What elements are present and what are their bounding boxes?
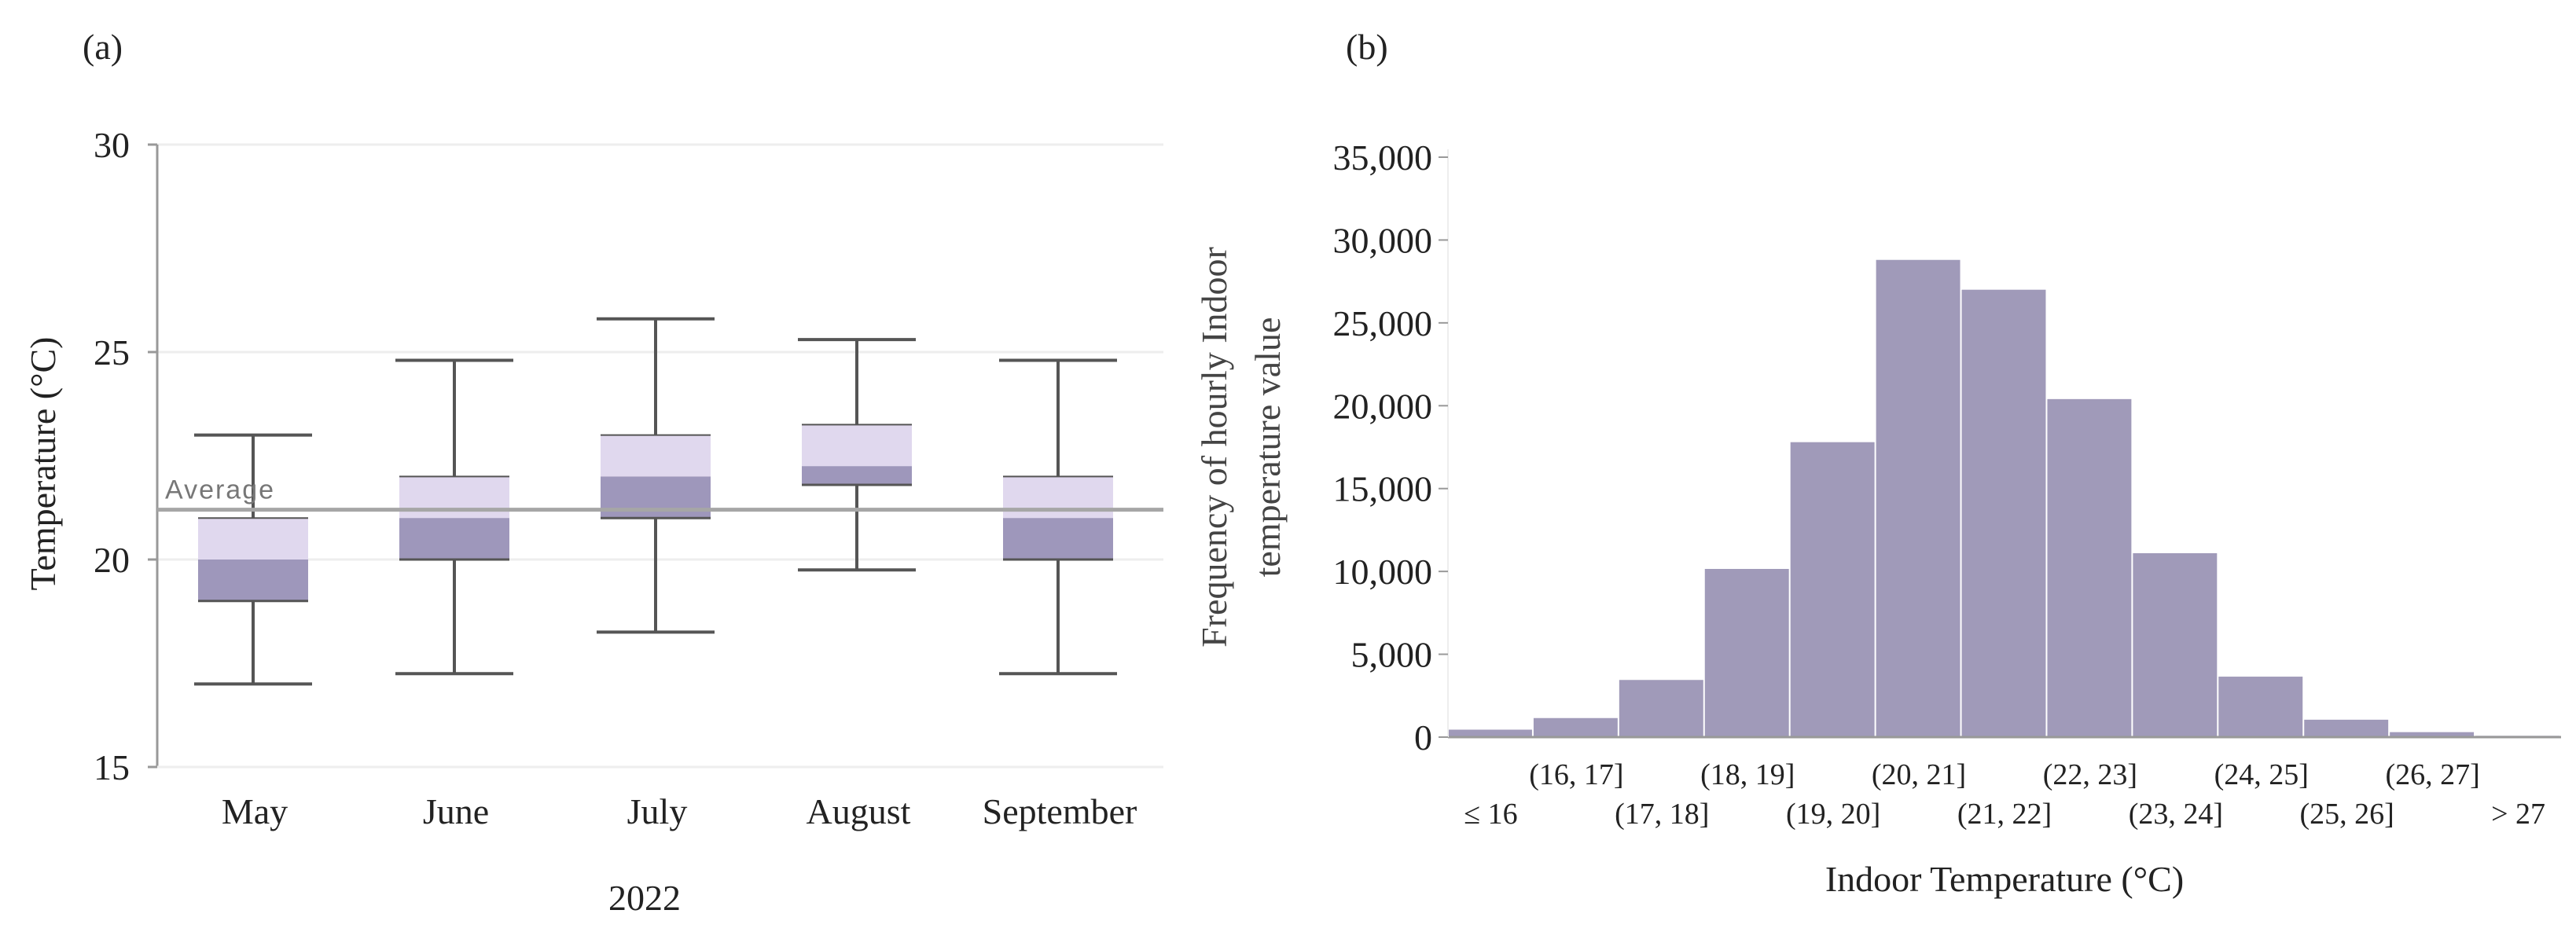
histogram-y-axis-label-line1: Frequency of hourly Indoor — [1194, 247, 1234, 648]
box-upper-half — [601, 435, 711, 477]
panel-b-label: (b) — [1346, 27, 1388, 67]
box-lower-half — [399, 518, 509, 560]
box-upper-half — [802, 424, 912, 467]
histogram-bar-10 — [2304, 719, 2389, 737]
x-tick-label-10: (25, 26] — [2300, 798, 2394, 831]
x-tick-label-august: August — [807, 791, 911, 831]
box-september — [999, 358, 1117, 676]
x-tick-label-july: July — [627, 791, 688, 831]
histogram-bar-9 — [2218, 677, 2303, 737]
y-tick-label-0: 0 — [1414, 717, 1432, 758]
box-lower-half — [601, 476, 711, 519]
x-tick-label-12: > 27 — [2491, 798, 2545, 831]
x-tick-label-4: (19, 20] — [1786, 798, 1880, 831]
box-july — [597, 317, 715, 634]
histogram-y-axis-label-line2: temperature value — [1248, 317, 1288, 578]
y-tick-label-2: 10,000 — [1333, 552, 1433, 592]
box-chart-ticks: 15 20 25 30 May June July August September — [94, 125, 1137, 831]
box-upper-half — [198, 518, 308, 560]
x-tick-label-11: (26, 27] — [2385, 758, 2479, 791]
x-tick-label-june: June — [423, 791, 489, 831]
x-tick-label-0: ≤ 16 — [1464, 798, 1517, 831]
box-chart-y-axis-label: Temperature (°C) — [23, 337, 63, 591]
y-tick-label-3: 15,000 — [1333, 469, 1433, 509]
x-tick-label-9: (24, 25] — [2214, 758, 2309, 791]
y-tick-label-6: 30,000 — [1333, 220, 1433, 260]
y-tick-label-15: 15 — [94, 747, 130, 787]
histogram-bar-0 — [1448, 729, 1532, 737]
y-tick-label-20: 20 — [94, 540, 130, 580]
box-upper-half — [1003, 476, 1113, 519]
x-tick-label-may: May — [222, 791, 288, 831]
histogram-bar-7 — [2047, 398, 2132, 737]
box-may — [194, 433, 312, 686]
y-tick-label-7: 35,000 — [1333, 138, 1433, 178]
average-line-group: Average — [157, 475, 1163, 512]
box-lower-half — [802, 466, 912, 485]
x-tick-label-5: (20, 21] — [1872, 758, 1966, 791]
histogram-bar-1 — [1533, 717, 1618, 737]
histogram-bar-2 — [1619, 680, 1703, 737]
box-upper-half — [399, 476, 509, 519]
y-tick-label-1: 5,000 — [1351, 635, 1433, 675]
histogram-bars — [1448, 259, 2559, 738]
box-lower-half — [1003, 518, 1113, 560]
box-chart-axes — [156, 145, 1163, 769]
histogram-bar-11 — [2390, 732, 2475, 737]
histogram-bar-6 — [1961, 289, 2046, 738]
y-tick-label-25: 25 — [94, 332, 130, 372]
panel-a-label: (a) — [83, 27, 123, 67]
histogram-bar-4 — [1790, 442, 1875, 737]
x-tick-label-september: September — [983, 791, 1137, 831]
box-chart-boxes — [194, 317, 1117, 686]
histogram-bar-8 — [2133, 552, 2218, 737]
x-tick-label-3: (18, 19] — [1700, 758, 1795, 791]
box-june — [395, 358, 513, 676]
box-chart-x-axis-label: 2022 — [608, 878, 681, 918]
x-tick-label-1: (16, 17] — [1529, 758, 1623, 791]
x-tick-label-8: (23, 24] — [2129, 798, 2223, 831]
histogram-bar-5 — [1876, 259, 1960, 737]
box-lower-half — [198, 560, 308, 601]
y-tick-label-4: 20,000 — [1333, 386, 1433, 426]
box-august — [798, 338, 916, 572]
histogram-x-axis-label: Indoor Temperature (°C) — [1825, 859, 2184, 899]
average-label: Average — [165, 475, 275, 505]
x-tick-label-7: (22, 23] — [2043, 758, 2137, 791]
histogram-ticks: ≤ 16 (16, 17] (17, 18] (18, 19] (19, 20] (20,… — [1333, 138, 2546, 831]
y-tick-label-5: 25,000 — [1333, 303, 1433, 343]
y-tick-label-30: 30 — [94, 125, 130, 165]
x-tick-label-2: (17, 18] — [1615, 798, 1709, 831]
histogram-axes — [1447, 149, 2561, 739]
histogram-bar-3 — [1704, 568, 1789, 737]
x-tick-label-6: (21, 22] — [1957, 798, 2052, 831]
